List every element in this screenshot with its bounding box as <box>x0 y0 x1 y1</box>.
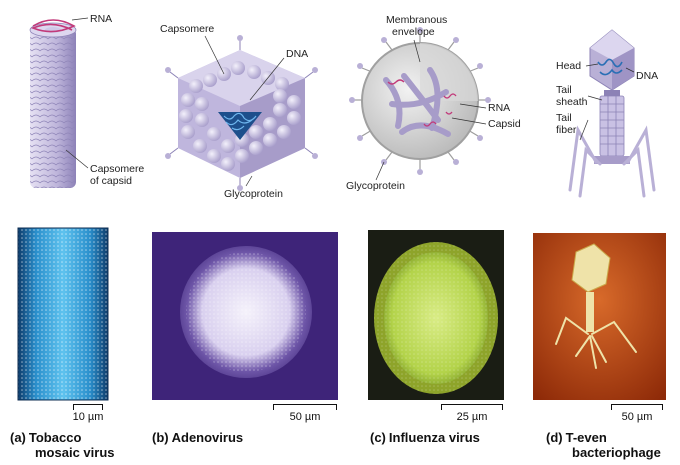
adeno-glycoprotein-label: Glycoprotein <box>224 188 283 200</box>
caption-c-line1: Influenza virus <box>388 430 480 445</box>
caption-c: (c) Influenza virus <box>370 430 480 445</box>
caption-b-letter: (b) <box>152 430 169 445</box>
caption-b: (b) Adenovirus <box>152 430 243 445</box>
phage-scale-text: 50 µm <box>621 411 653 423</box>
phage-tail-fiber-label: Tail <box>556 112 572 124</box>
flu-scale-text: 25 µm <box>456 411 488 423</box>
phage-sheath-label: sheath <box>556 96 588 108</box>
tmv-micrograph <box>17 227 109 401</box>
caption-b-line1: Adenovirus <box>171 430 244 445</box>
adenovirus-micrograph <box>152 232 338 400</box>
flu-capsid-label: Capsid <box>488 118 521 130</box>
flu-envelope-label: envelope <box>392 26 435 38</box>
caption-d-letter: (d) <box>546 430 563 445</box>
phage-tail-label: Tail <box>556 84 572 96</box>
adeno-scale-bar: 50 µm <box>272 404 338 423</box>
adeno-capsomere-label: Capsomere <box>160 23 215 35</box>
caption-a-line1: Tobacco <box>28 430 82 445</box>
tmv-scale-bar: 10 µm <box>70 404 106 423</box>
phage-fiber-label: fiber <box>556 124 577 136</box>
bacteriophage-illustration <box>568 29 656 198</box>
caption-d-line1: T-even <box>565 430 607 445</box>
phage-head-label: Head <box>556 60 582 72</box>
tmv-of-capsid-label: of capsid <box>90 175 133 187</box>
flu-scale-bar: 25 µm <box>440 404 504 423</box>
tmv-scale-text: 10 µm <box>72 411 104 423</box>
caption-a-letter: (a) <box>10 430 26 445</box>
flu-rna-label: RNA <box>488 102 511 114</box>
adenovirus-illustration <box>165 35 318 191</box>
caption-d-line2: bacteriophage <box>572 445 661 460</box>
caption-d: (d) T-even bacteriophage <box>546 430 661 460</box>
flu-membranous-label: Membranous <box>386 14 448 26</box>
caption-a-line2: mosaic virus <box>35 445 115 460</box>
adeno-dna-label: DNA <box>286 48 309 60</box>
phage-dna-label: DNA <box>636 70 659 82</box>
influenza-micrograph <box>368 230 504 400</box>
caption-c-letter: (c) <box>370 430 386 445</box>
tmv-capsomere-label: Capsomere <box>90 163 145 175</box>
phage-scale-bar: 50 µm <box>610 404 664 423</box>
tmv-illustration <box>29 17 89 188</box>
influenza-illustration <box>349 27 491 181</box>
caption-a: (a) Tobacco mosaic virus <box>10 430 115 460</box>
adeno-scale-text: 50 µm <box>289 411 321 423</box>
tmv-rna-label: RNA <box>90 13 113 25</box>
flu-glycoprotein-label: Glycoprotein <box>346 180 405 192</box>
bacteriophage-micrograph <box>533 233 666 400</box>
